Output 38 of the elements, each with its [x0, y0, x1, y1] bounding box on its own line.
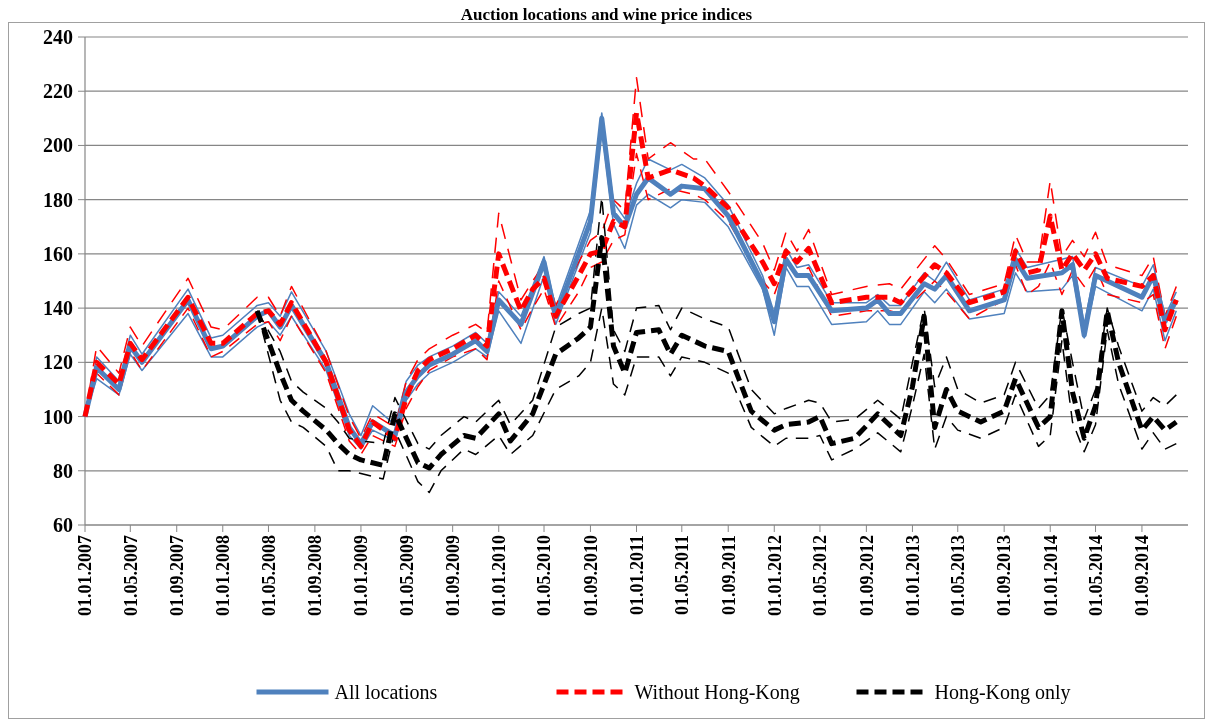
- legend-label: Without Hong-Kong: [634, 681, 800, 704]
- x-tick-label: 01.09.2012: [856, 535, 877, 616]
- x-tick-label: 01.05.2014: [1085, 535, 1106, 616]
- y-tick-label: 80: [53, 459, 73, 482]
- x-tick-label: 01.01.2007: [75, 535, 96, 616]
- legend-label: All locations: [334, 681, 438, 703]
- legend-label: Hong-Kong only: [934, 681, 1071, 704]
- x-tick-label: 01.01.2010: [489, 535, 510, 616]
- x-tick-label: 01.01.2012: [764, 535, 785, 616]
- x-tick-label: 01.09.2009: [442, 535, 463, 616]
- x-tick-label: 01.05.2013: [948, 535, 969, 616]
- x-tick-label: 01.09.2010: [580, 535, 601, 616]
- x-tick-label: 01.01.2011: [626, 535, 647, 616]
- y-tick-label: 240: [43, 26, 73, 48]
- x-tick-label: 01.09.2011: [718, 535, 739, 616]
- y-tick-label: 120: [43, 351, 73, 374]
- x-tick-label: 01.05.2007: [120, 535, 141, 616]
- x-tick-label: 01.05.2008: [258, 535, 279, 616]
- y-tick-label: 220: [43, 80, 73, 103]
- x-tick-label: 01.09.2007: [167, 535, 188, 616]
- x-tick-label: 01.05.2009: [396, 535, 417, 616]
- x-tick-label: 01.01.2013: [902, 535, 923, 616]
- x-tick-label: 01.01.2014: [1040, 535, 1061, 616]
- y-tick-label: 160: [43, 242, 73, 265]
- x-tick-label: 01.09.2014: [1132, 535, 1153, 616]
- x-tick-label: 01.09.2008: [305, 535, 326, 616]
- y-tick-label: 180: [43, 188, 73, 211]
- chart-title: Auction locations and wine price indices: [460, 5, 753, 24]
- y-tick-label: 140: [43, 297, 73, 320]
- y-tick-label: 100: [43, 405, 73, 428]
- x-tick-label: 01.09.2013: [994, 535, 1015, 616]
- x-tick-label: 01.01.2008: [213, 535, 234, 616]
- x-tick-label: 01.05.2011: [672, 535, 693, 616]
- x-tick-label: 01.05.2010: [534, 535, 555, 616]
- x-tick-label: 01.01.2009: [351, 535, 372, 616]
- y-tick-label: 200: [43, 134, 73, 157]
- y-tick-label: 60: [53, 514, 73, 536]
- x-tick-label: 01.05.2012: [810, 535, 831, 616]
